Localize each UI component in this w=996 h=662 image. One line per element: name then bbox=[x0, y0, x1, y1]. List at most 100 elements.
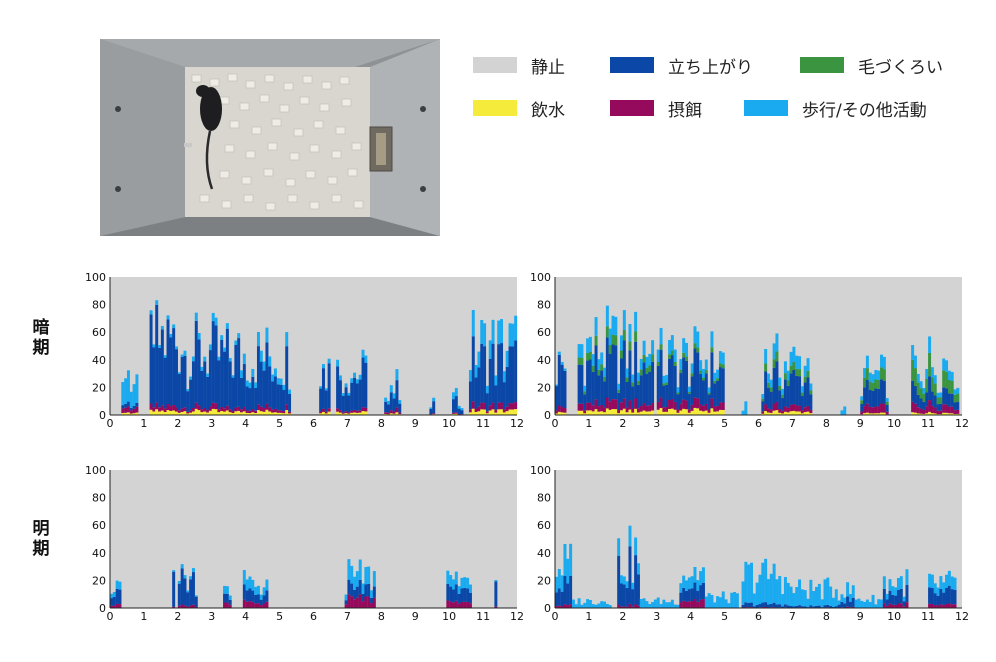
bar-segment bbox=[324, 390, 328, 412]
bar-segment bbox=[463, 577, 467, 588]
bar-segment bbox=[256, 404, 260, 411]
bar-segment bbox=[505, 411, 509, 415]
bar-segment bbox=[795, 411, 799, 415]
bar-segment bbox=[781, 388, 785, 395]
bar-segment bbox=[451, 399, 455, 413]
bar-segment bbox=[180, 356, 184, 409]
bar-segment bbox=[665, 602, 669, 608]
bar-segment bbox=[690, 410, 694, 415]
bar-segment bbox=[685, 590, 688, 602]
bar-segment bbox=[882, 603, 886, 608]
bar-segment bbox=[718, 409, 722, 415]
bar-segment bbox=[451, 579, 455, 590]
bar-segment bbox=[620, 335, 623, 351]
y-tick-label: 80 bbox=[92, 492, 106, 505]
bar-segment bbox=[237, 333, 241, 339]
bar-segment bbox=[622, 310, 626, 331]
bar-segment bbox=[353, 412, 357, 415]
x-tick-label: 4 bbox=[687, 610, 694, 623]
bar-segment bbox=[603, 407, 607, 413]
bar-segment bbox=[693, 326, 697, 344]
bar-segment bbox=[350, 382, 354, 411]
bar-segment bbox=[945, 574, 949, 589]
bar-segment bbox=[180, 408, 184, 412]
bar-segment bbox=[248, 601, 252, 608]
bar-segment bbox=[389, 385, 393, 393]
bar-segment bbox=[651, 354, 655, 362]
bar-segment bbox=[928, 400, 932, 412]
bar-segment bbox=[919, 413, 923, 415]
bar-segment bbox=[868, 413, 872, 415]
bar-segment bbox=[690, 576, 694, 589]
bar-segment bbox=[614, 316, 618, 336]
bar-segment bbox=[276, 410, 280, 413]
bar-segment bbox=[874, 406, 878, 414]
bar-segment bbox=[115, 603, 119, 608]
bar-segment bbox=[662, 407, 666, 412]
bar-segment bbox=[177, 583, 181, 606]
bar-segment bbox=[772, 367, 776, 404]
bar-segment bbox=[896, 603, 900, 608]
bar-segment bbox=[361, 411, 365, 415]
bar-segment bbox=[364, 596, 368, 608]
bar-segment bbox=[344, 411, 348, 414]
bar-segment bbox=[636, 384, 640, 409]
bar-segment bbox=[840, 594, 844, 602]
bar-segment bbox=[353, 372, 357, 378]
bar-segment bbox=[240, 370, 243, 378]
bar-segment bbox=[194, 312, 198, 321]
bar-segment bbox=[882, 588, 886, 604]
bar-segment bbox=[662, 385, 666, 408]
bar-segment bbox=[815, 586, 819, 606]
bar-segment bbox=[625, 412, 629, 415]
bar-segment bbox=[885, 605, 889, 608]
bar-segment bbox=[761, 398, 765, 402]
bar-segment bbox=[355, 410, 359, 413]
bar-segment bbox=[631, 589, 635, 607]
bar-segment bbox=[591, 371, 595, 406]
bar-segment bbox=[634, 408, 638, 415]
bar-segment bbox=[514, 409, 518, 415]
bar-segment bbox=[172, 570, 176, 572]
bar-segment bbox=[454, 396, 458, 413]
x-tick-label: 1 bbox=[585, 417, 592, 430]
bar-segment bbox=[597, 369, 601, 376]
bar-segment bbox=[687, 412, 691, 415]
bar-segment bbox=[682, 587, 686, 601]
bar-segment bbox=[679, 602, 683, 608]
bar-segment bbox=[885, 599, 889, 606]
bar-segment bbox=[259, 406, 263, 412]
bar-segment bbox=[446, 583, 450, 601]
bar-segment bbox=[485, 393, 489, 412]
bar-segment bbox=[727, 603, 731, 608]
bar-segment bbox=[597, 359, 601, 370]
bar-segment bbox=[483, 403, 487, 410]
bar-segment bbox=[555, 576, 558, 593]
bar-segment bbox=[268, 366, 272, 408]
bar-segment bbox=[591, 365, 595, 372]
bar-segment bbox=[682, 338, 686, 353]
bar-segment bbox=[118, 589, 122, 605]
bar-segment bbox=[285, 410, 289, 415]
bar-segment bbox=[223, 602, 227, 608]
bar-segment bbox=[721, 364, 725, 369]
bar-segment bbox=[468, 409, 472, 413]
bar-segment bbox=[863, 413, 867, 415]
bar-segment bbox=[350, 378, 354, 383]
bar-segment bbox=[800, 392, 804, 397]
bar-segment bbox=[928, 376, 932, 401]
bar-segment bbox=[471, 408, 475, 415]
bar-segment bbox=[781, 413, 785, 415]
bar-segment bbox=[121, 408, 125, 414]
bar-segment bbox=[679, 403, 683, 411]
bar-segment bbox=[605, 337, 609, 398]
bar-segment bbox=[605, 603, 609, 608]
bar-segment bbox=[608, 353, 612, 402]
bar-segment bbox=[273, 368, 277, 377]
bar-segment bbox=[600, 411, 604, 415]
bar-segment bbox=[586, 360, 590, 403]
x-tick-label: 8 bbox=[378, 610, 385, 623]
bar-segment bbox=[386, 412, 390, 415]
bar-segment bbox=[781, 397, 785, 411]
